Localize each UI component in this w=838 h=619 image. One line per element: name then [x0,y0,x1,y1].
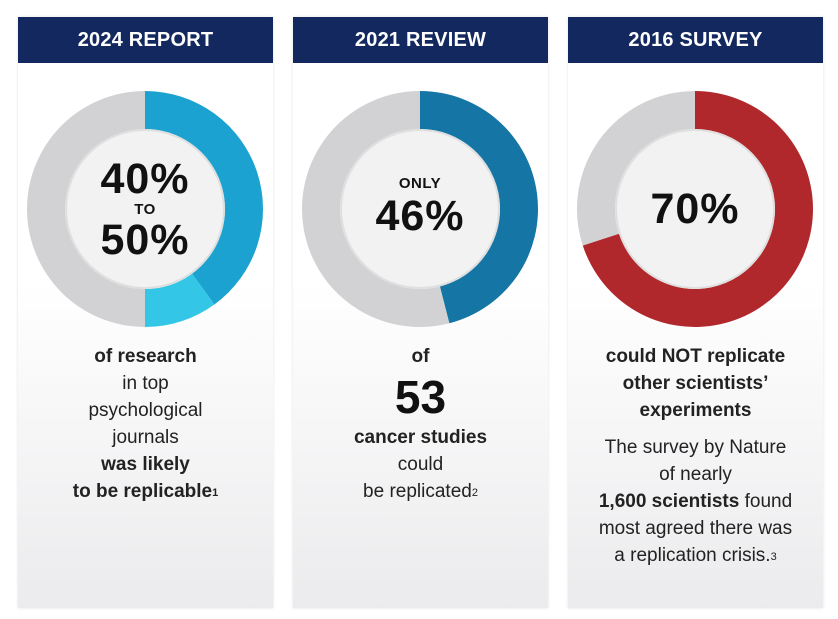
desc-text: be replicated [363,481,472,502]
desc-text: a replication crisis. [614,545,771,566]
desc-line: journals [112,427,179,448]
desc-line-footnoted: to be replicable1 [18,478,273,505]
center-connector: TO [134,200,156,218]
desc-line: The survey by Nature [604,437,787,458]
center-value-bottom: 50% [100,215,190,264]
description-2024: of research in top psychological journal… [18,343,273,505]
desc-line-footnoted: be replicated2 [293,478,548,505]
donut-segment-3 [27,91,145,327]
donut-2024 [27,91,263,327]
description-2016: could NOT replicate other scientists’ ex… [568,343,823,569]
desc-text: found [739,491,793,512]
desc-line: could NOT replicate [605,346,786,367]
description-2021: of 53 cancer studies could be replicated… [293,343,548,505]
donut-segment-2 [577,91,695,246]
donut-hole-rim [340,129,500,289]
center-label-2021: ONLY 46% [301,90,539,328]
desc-spacer [568,424,823,434]
donut-segment-1 [582,91,813,327]
footnote-marker: 1 [212,487,219,499]
desc-line: of research [94,346,197,367]
desc-line-mixed: 1,600 scientists found [568,488,823,515]
desc-text: to be replicable [72,481,213,502]
card-2016-survey: 2016 SURVEY 70% could NOT replicate othe… [568,17,823,608]
desc-line: was likely [101,454,190,475]
footnote-marker: 3 [770,551,777,563]
card-header-2021: 2021 REVIEW [293,17,548,63]
card-header-2024: 2024 REPORT [18,17,273,63]
donut-segment-1 [420,91,539,324]
desc-line: of [411,346,430,367]
desc-line: most agreed there was [598,518,793,539]
center-value: 46% [375,191,465,240]
donut-segment-2 [145,273,215,327]
donut-hole [65,129,225,289]
card-2024-report: 2024 REPORT 40% TO 50% of research in to… [18,17,273,608]
desc-line: experiments [639,400,752,421]
desc-bold: 1,600 scientists [598,491,740,512]
desc-line: of nearly [659,464,732,485]
donut-segment-1 [145,91,263,305]
card-header-2016: 2016 SURVEY [568,17,823,63]
card-2021-review: 2021 REVIEW ONLY 46% of 53 cancer studie… [293,17,548,608]
donut-2021 [302,91,539,327]
donut-hole [615,129,775,289]
donut-hole [340,129,500,289]
desc-line-footnoted: a replication crisis.3 [568,542,823,569]
desc-line: other scientists’ [622,373,769,394]
center-label-2016: 70% [576,90,814,328]
desc-number: 53 [394,371,447,423]
footnote-marker: 2 [471,487,478,499]
desc-line: psychological [88,400,203,421]
center-label-2024: 40% TO 50% [26,90,264,328]
donut-hole-rim [65,129,225,289]
donut-segment-2 [302,91,450,327]
desc-line: in top [122,373,169,394]
center-prefix: ONLY [398,174,442,192]
donut-hole-rim [615,129,775,289]
center-value: 70% [650,185,740,233]
donut-2016 [577,91,813,327]
center-value-top: 40% [100,154,190,203]
desc-line: could [397,454,444,475]
desc-line: cancer studies [353,427,488,448]
